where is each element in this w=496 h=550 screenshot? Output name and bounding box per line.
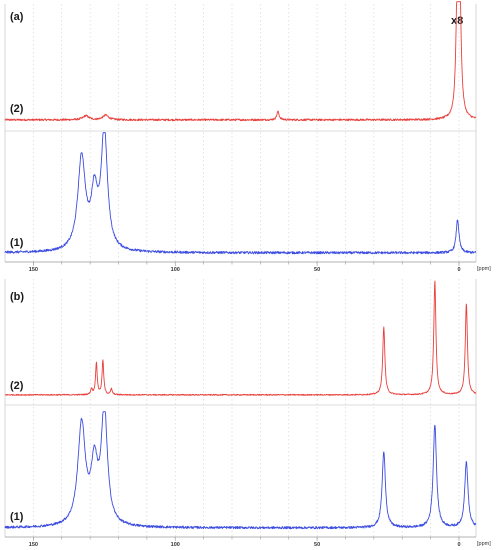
panel-b-x-ticks: 150 100 50 0 bbox=[29, 537, 461, 548]
panel-b-label: (b) bbox=[10, 291, 24, 303]
panel-b-trace-2-line bbox=[4, 280, 477, 396]
panel-a-trace-2-label: (2) bbox=[10, 103, 24, 115]
x-tick-label: 100 bbox=[171, 267, 180, 273]
panel-b-x-unit: [ppm] bbox=[477, 541, 491, 547]
x-tick-label: 150 bbox=[29, 267, 38, 273]
panel-a-trace-2-line bbox=[4, 1, 477, 122]
panel-a-grid bbox=[33, 4, 460, 262]
panel-b: (b) (2) (1) 150 100 50 0 [ppm] bbox=[4, 279, 491, 548]
x-tick-label: 50 bbox=[314, 267, 320, 273]
panel-b-trace-1-label: (1) bbox=[10, 511, 24, 523]
panel-b-trace-2-label: (2) bbox=[10, 380, 24, 392]
panel-a-x-ticks: 150 100 50 0 bbox=[29, 262, 461, 273]
x-tick-label: 0 bbox=[457, 542, 460, 548]
x-tick-label: 150 bbox=[29, 542, 38, 548]
panel-a-trace-1-label: (1) bbox=[10, 237, 24, 249]
panel-b-grid bbox=[33, 279, 460, 537]
panel-a: (a) (2) (1) x8 150 100 50 0 [ppm] bbox=[4, 1, 491, 273]
panel-a-x-unit: [ppm] bbox=[477, 266, 491, 272]
panel-a-scale-annotation: x8 bbox=[451, 15, 463, 27]
panel-a-trace-1-line bbox=[4, 132, 477, 255]
x-tick-label: 100 bbox=[171, 542, 180, 548]
panel-b-trace-1-line bbox=[4, 411, 477, 530]
x-tick-label: 0 bbox=[457, 267, 460, 273]
panel-a-label: (a) bbox=[10, 11, 24, 23]
x-tick-label: 50 bbox=[314, 542, 320, 548]
